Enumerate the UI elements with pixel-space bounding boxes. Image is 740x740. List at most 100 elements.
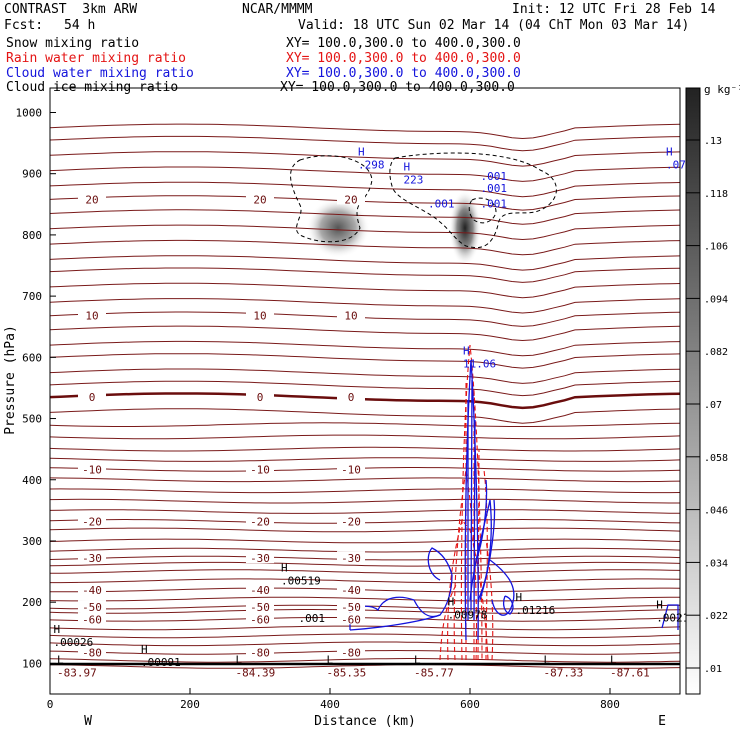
cloud-water-low-east	[489, 559, 515, 616]
cloud-ice-contour-west	[290, 155, 373, 243]
isotherm-label-bg	[246, 612, 274, 625]
low-value: -85.35	[327, 666, 367, 679]
isotherm	[49, 498, 680, 504]
isotherm-label-bg	[246, 390, 274, 403]
high-marker: H	[516, 591, 523, 604]
isotherm-label: -60	[341, 613, 361, 626]
isotherm-label: 20	[253, 193, 266, 206]
isotherm	[49, 538, 681, 544]
low-value: -85.77	[414, 666, 454, 679]
isotherm	[49, 569, 681, 574]
field-xy-snow: XY= 100.0,300.0 to 400.0,300.0	[286, 36, 521, 51]
y-tick-label: 700	[22, 290, 42, 303]
field-name-snow: Snow mixing ratio	[6, 36, 140, 51]
high-value: .01216	[516, 604, 556, 617]
high-marker: H	[281, 562, 288, 575]
isotherm-label: -60	[250, 613, 270, 626]
isotherm	[49, 527, 681, 533]
isotherm-label-bg	[337, 645, 365, 658]
y-tick-label: 300	[22, 535, 42, 548]
isotherm-label: 20	[85, 193, 98, 206]
isotherm	[49, 325, 681, 342]
rain-contour-2	[453, 469, 478, 661]
isotherm-label-bg	[337, 462, 365, 475]
isotherm	[49, 209, 681, 225]
rain-contour-1	[460, 344, 483, 661]
isotherm	[49, 422, 681, 427]
isotherm	[49, 658, 681, 663]
isotherm-label-bg	[78, 612, 106, 625]
isotherm	[49, 224, 681, 241]
high-marker: H	[404, 161, 411, 174]
isotherm-label: -80	[341, 646, 361, 659]
high-marker: H	[448, 595, 455, 608]
isotherm-label: -20	[250, 515, 270, 528]
low-marker: L	[610, 653, 617, 666]
isotherm-label-bg	[246, 645, 274, 658]
cloud-water-east-edge	[661, 604, 679, 630]
isotherm-label: -20	[341, 515, 361, 528]
low-marker: L	[236, 653, 243, 666]
colorbar-unit: g kg⁻¹	[704, 83, 740, 96]
isotherm-label: 0	[257, 391, 264, 404]
isotherm	[49, 151, 681, 167]
isotherm-label: -30	[341, 552, 361, 565]
isotherm-label: -40	[82, 584, 102, 597]
cloud-water-low-east-2	[503, 595, 514, 615]
isotherm-label-bg	[246, 582, 274, 595]
isotherm-label-bg	[246, 462, 274, 475]
isotherm	[49, 255, 681, 271]
isotherm	[49, 561, 681, 567]
isotherm-label: -40	[250, 584, 270, 597]
isotherm	[49, 181, 681, 198]
isotherm-label-bg	[78, 192, 106, 205]
isotherm	[49, 641, 681, 647]
isotherm-label: -40	[341, 584, 361, 597]
cloud-water-core-4	[475, 479, 496, 601]
isotherm	[49, 434, 681, 440]
cloud-water-low-west	[349, 547, 453, 631]
org-label: NCAR/MMMM	[242, 2, 313, 17]
isotherm-label-bg	[78, 514, 106, 527]
isotherm-label: -50	[82, 601, 102, 614]
isotherm-label-bg	[246, 600, 274, 613]
high-value: .07	[666, 158, 686, 171]
high-value: .298	[358, 158, 385, 171]
colorbar-tick-label: .07	[704, 400, 722, 411]
colorbar-tick-label: .118	[704, 189, 728, 200]
field-xy-rain: XY= 100.0,300.0 to 400.0,300.0	[286, 51, 521, 66]
isotherm	[49, 298, 681, 314]
isotherm	[49, 282, 681, 299]
low-marker: L	[327, 653, 334, 666]
low-value: -84.39	[236, 666, 276, 679]
x-axis-title: Distance (km)	[314, 714, 416, 729]
isotherm	[49, 488, 681, 494]
isotherm-label-bg	[246, 514, 274, 527]
cloud-water-core-2	[467, 379, 476, 621]
x-tick-label: 0	[47, 698, 54, 711]
isotherm	[49, 477, 681, 483]
isotherm-label-bg	[337, 551, 365, 564]
cloud-ice-contours	[290, 152, 557, 249]
isotherm	[49, 457, 681, 462]
isotherm-label-bg	[78, 551, 106, 564]
valid-time: Valid: 18 UTC Sun 02 Mar 14 (04 ChT Mon …	[298, 18, 690, 33]
low-value: -87.61	[610, 666, 650, 679]
isotherm-label: -50	[250, 601, 270, 614]
isotherm-label-bg	[337, 582, 365, 595]
x-tick-label: 600	[460, 698, 480, 711]
cloud-ice-contour-small	[468, 197, 497, 224]
isotherm-label: 10	[85, 310, 98, 323]
y-tick-label: 200	[22, 596, 42, 609]
cloud-ice-contour-east	[389, 152, 557, 249]
isotherm-label-bg	[246, 308, 274, 321]
y-tick-label: 400	[22, 474, 42, 487]
isotherm-label: -10	[341, 463, 361, 476]
model-title: CONTRAST 3km ARW	[4, 2, 138, 17]
colorbar	[685, 87, 701, 695]
y-tick-label: 600	[22, 351, 42, 364]
isotherm	[49, 625, 681, 631]
isotherm-label-bg	[337, 390, 365, 403]
plot-frame	[49, 87, 681, 695]
fcst-label: Fcst:	[4, 18, 44, 33]
